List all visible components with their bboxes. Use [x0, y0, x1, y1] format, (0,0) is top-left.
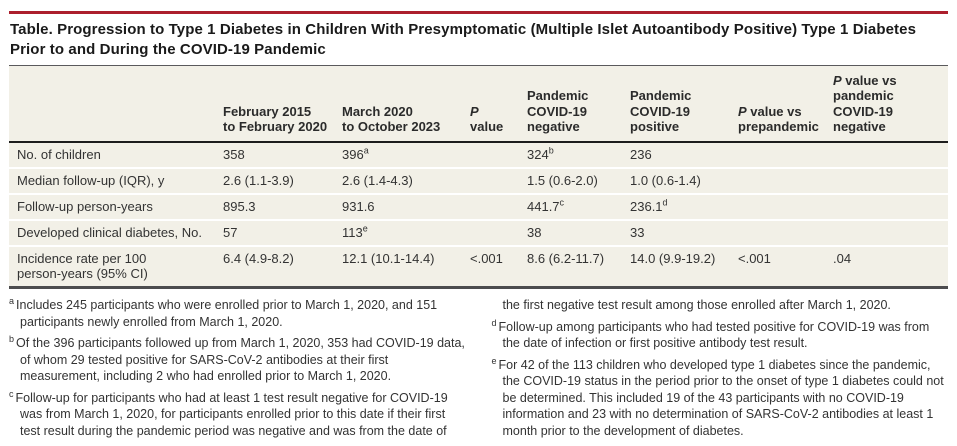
footnote-marker: c [9, 388, 14, 399]
cell [730, 167, 825, 194]
footnotes: a Includes 245 participants who were enro… [9, 297, 948, 444]
cell: 57 [215, 218, 334, 246]
cell [825, 192, 948, 220]
cell [730, 192, 825, 220]
cell: 236 [630, 147, 652, 163]
cell: 12.1 (10.1-14.4) [334, 244, 462, 287]
cell: 895.3 [215, 192, 334, 220]
footnote-marker: a [9, 296, 15, 307]
cell: 931.6 [334, 192, 462, 220]
cell: 6.4 (4.9-8.2) [215, 244, 334, 287]
cell [462, 192, 519, 220]
cell: 38 [519, 218, 622, 246]
footnote-e: e For 42 of the 113 children who develope… [491, 355, 944, 438]
table-row: No. of children 358 396a 324b 236 [9, 142, 948, 168]
cell [825, 218, 948, 246]
cell: 236.1d [622, 192, 730, 220]
cell [462, 142, 519, 168]
cell [825, 142, 948, 168]
col-header-pandemic-period: March 2020 to October 2023 [334, 65, 462, 144]
table-row: Incidence rate per 100 person-years (95%… [9, 244, 948, 287]
cell: .04 [825, 244, 948, 287]
cell: 33 [622, 218, 730, 246]
cell: 2.6 (1.4-4.3) [334, 167, 462, 194]
footnote-c: c Follow-up for participants who had at l… [9, 388, 448, 438]
col-header-covid-negative: Pandemic COVID-19 negative [519, 65, 622, 144]
col-header-p-vs-prepandemic: P value vs prepandemic [730, 65, 825, 144]
footnote-marker: e [491, 355, 497, 366]
cell: 8.6 (6.2-11.7) [519, 244, 622, 287]
footnote-marker: b [9, 334, 15, 345]
cell [462, 167, 519, 194]
header-row: February 2015 to February 2020 March 202… [9, 65, 948, 144]
footnote-marker: d [491, 317, 497, 328]
cell: 14.0 (9.9-19.2) [622, 244, 730, 287]
cell: <.001 [730, 244, 825, 287]
footnotes-right-column: the first negative test result among tho… [492, 297, 949, 444]
row-label: No. of children [17, 147, 101, 163]
row-label: Follow-up person-years [9, 192, 215, 220]
table-row: Median follow-up (IQR), y 2.6 (1.1-3.9) … [9, 167, 948, 194]
table-row: Developed clinical diabetes, No. 57 113e… [9, 218, 948, 246]
row-label: Incidence rate per 100 person-years (95%… [9, 244, 215, 287]
footnote-b: b Of the 396 participants followed up fro… [9, 334, 465, 384]
col-header-p-value: P value [462, 65, 519, 144]
table-title: Table. Progression to Type 1 Diabetes in… [10, 21, 917, 58]
cell: 1.5 (0.6-2.0) [519, 167, 622, 194]
cell: 441.7c [519, 192, 622, 220]
top-accent-rule [9, 11, 948, 14]
cell: 1.0 (0.6-1.4) [622, 167, 730, 194]
col-header-prepandemic-period: February 2015 to February 2020 [215, 65, 334, 144]
cell: <.001 [462, 244, 519, 287]
table-row: Follow-up person-years 895.3 931.6 441.7… [9, 192, 948, 220]
row-label: Developed clinical diabetes, No. [9, 218, 215, 246]
cell [462, 218, 519, 246]
col-header-rowlabel [9, 65, 215, 144]
footnote-a: a Includes 245 participants who were enro… [9, 296, 438, 329]
title-divider [9, 64, 948, 66]
cell: 2.6 (1.1-3.9) [215, 167, 334, 194]
cell [730, 218, 825, 246]
cell: 113e [334, 218, 462, 246]
cell [825, 167, 948, 194]
footnote-c-continued: the first negative test result among tho… [502, 298, 891, 313]
progression-table: February 2015 to February 2020 March 202… [9, 65, 948, 287]
col-header-covid-positive: Pandemic COVID-19 positive [622, 65, 730, 144]
cell [730, 142, 825, 168]
table-figure: Table. Progression to Type 1 Diabetes in… [0, 11, 957, 446]
cell: 358 [223, 147, 245, 163]
cell: 324b [527, 145, 554, 163]
footnotes-left-column: a Includes 245 participants who were enro… [9, 297, 466, 444]
cell: 396a [342, 145, 369, 163]
col-header-p-vs-covid-negative: P value vs pandemic COVID-19 negative [825, 65, 948, 144]
table-bottom-rule [9, 286, 948, 290]
row-label: Median follow-up (IQR), y [9, 167, 215, 194]
footnote-d: d Follow-up among participants who had te… [491, 317, 930, 351]
